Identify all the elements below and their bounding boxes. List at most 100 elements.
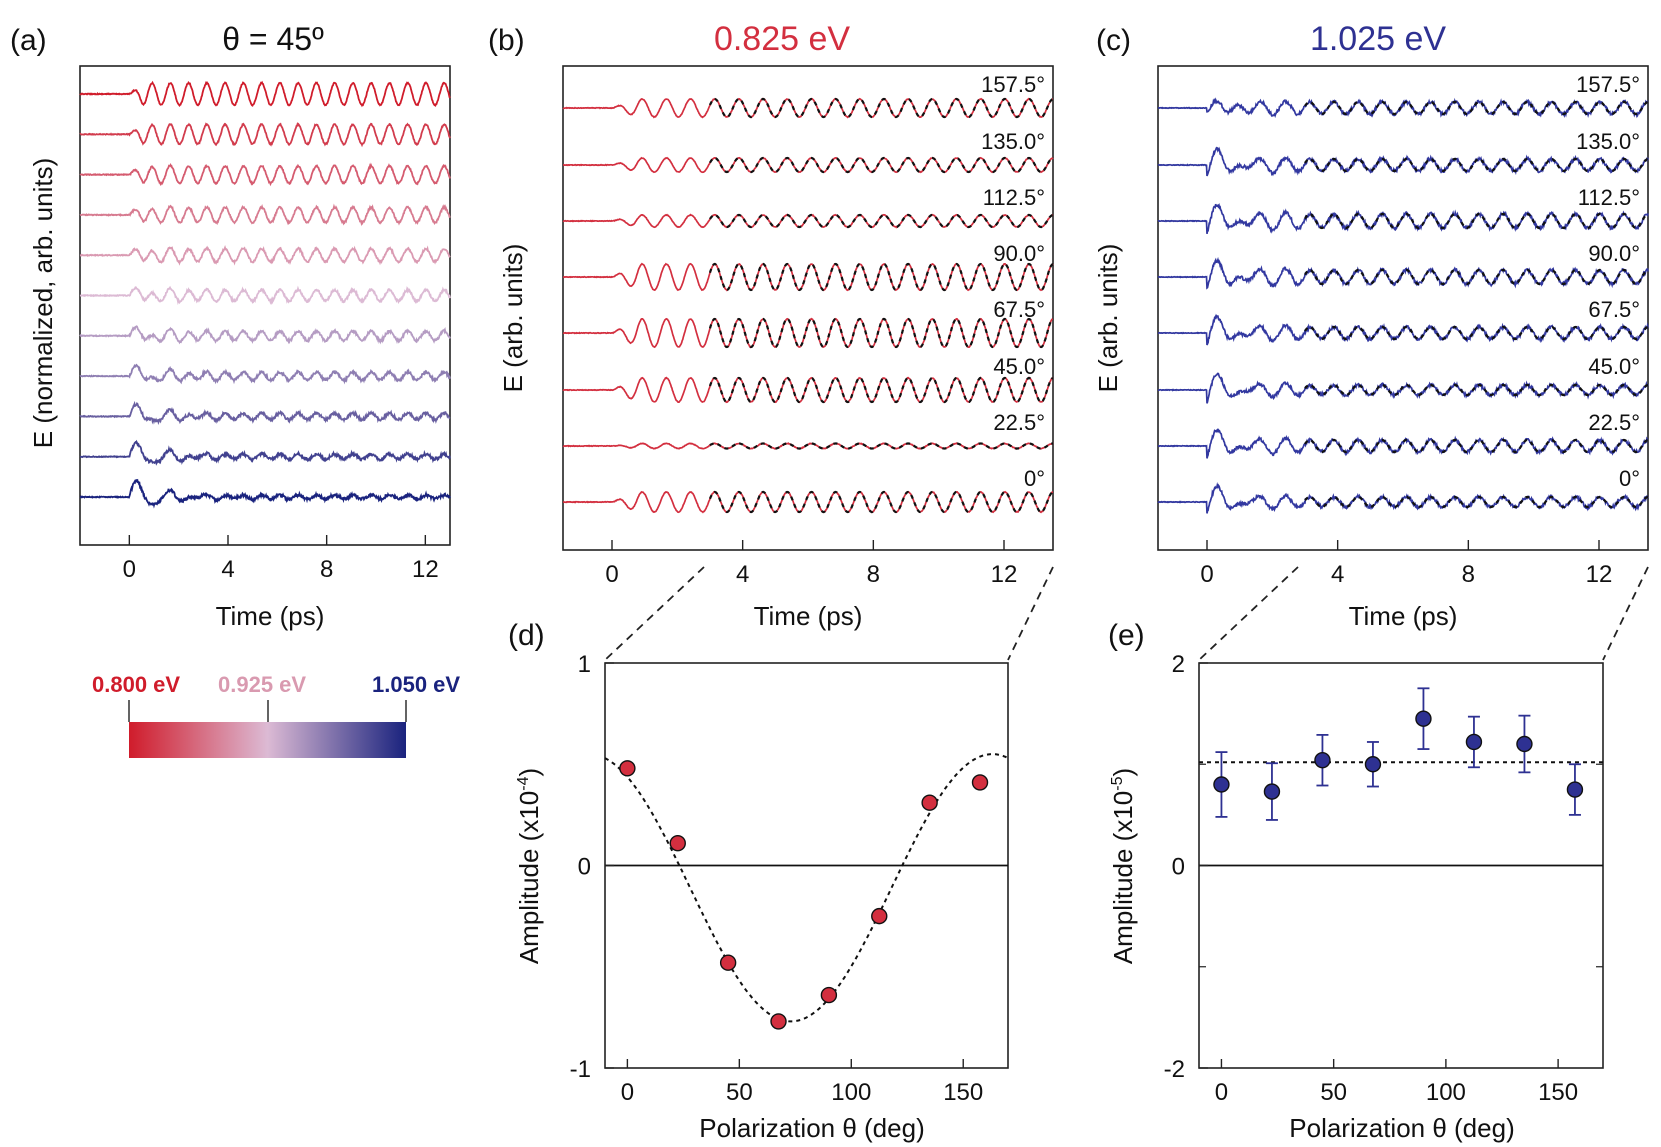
data-point bbox=[719, 954, 737, 971]
trace-22.5° bbox=[1158, 428, 1649, 459]
panel-a-xlabel: Time (ps) bbox=[216, 601, 325, 631]
fit-45.0° bbox=[708, 376, 1054, 404]
trace-label: 90.0° bbox=[993, 241, 1045, 266]
panel-d-xlabel: Polarization θ (deg) bbox=[699, 1113, 924, 1143]
x-tick-label: 4 bbox=[1331, 561, 1344, 588]
panel-e-ylabel-exp: -5 bbox=[1109, 776, 1126, 790]
panel-c-ylabel: E (arb. units) bbox=[1093, 244, 1123, 393]
zoom-line-d-left bbox=[604, 566, 705, 661]
x-tick-label: 8 bbox=[320, 556, 333, 583]
data-point bbox=[669, 835, 686, 852]
panel-d: (d) -1 0 1 0 50 100 150 Polarization θ (deg) A… bbox=[508, 619, 1009, 1143]
data-point bbox=[1213, 776, 1230, 793]
trace-label: 157.5° bbox=[981, 72, 1045, 97]
data-point bbox=[871, 907, 888, 925]
panel-c-xlabel: Time (ps) bbox=[1349, 601, 1458, 631]
fit-157.5° bbox=[708, 97, 1054, 119]
trace-157.5° bbox=[562, 97, 1053, 119]
data-point bbox=[1516, 735, 1533, 753]
x-tick-label: 50 bbox=[1320, 1079, 1347, 1106]
panel-b-ylabel: E (arb. units) bbox=[498, 244, 528, 393]
x-tick-label: 4 bbox=[221, 556, 234, 583]
trace-label: 90.0° bbox=[1588, 241, 1640, 266]
trace-1.025-eV bbox=[79, 439, 451, 466]
trace-label: 45.0° bbox=[993, 354, 1045, 379]
panel-e-plot: -2 0 2 0 50 100 150 bbox=[1164, 651, 1603, 1106]
trace-label: 0° bbox=[1024, 466, 1045, 491]
fit-157.5° bbox=[1304, 100, 1649, 116]
panel-d-label: (d) bbox=[508, 619, 545, 652]
panel-d-ylabel-close: ) bbox=[514, 768, 544, 777]
fit-22.5° bbox=[709, 442, 1053, 450]
trace-label: 112.5° bbox=[983, 185, 1045, 210]
panel-d-ylabel: Amplitude (x10-4) bbox=[514, 768, 544, 964]
y-tick-label: -1 bbox=[570, 1056, 591, 1083]
panel-e-ylabel-close: ) bbox=[1108, 768, 1138, 777]
x-tick-label: 4 bbox=[736, 561, 749, 588]
panel-e: (e) -2 0 2 0 50 100 150 Polarization θ (deg) A… bbox=[1108, 619, 1604, 1143]
fit-112.5° bbox=[709, 213, 1054, 229]
trace-label: 157.5° bbox=[1576, 72, 1640, 97]
panel-b-title: 0.825 eV bbox=[714, 20, 850, 58]
zoom-line-e-right bbox=[1602, 566, 1649, 661]
x-tick-label: 12 bbox=[991, 561, 1018, 588]
x-tick-label: 12 bbox=[1586, 561, 1613, 588]
trace-135.0° bbox=[563, 156, 1054, 174]
trace-0.975-eV bbox=[79, 363, 451, 385]
panel-b: (b) 0.825 eV 157.5° 135.0° 112.5° 90.0° 67.5… bbox=[488, 20, 1054, 631]
fit-112.5° bbox=[1304, 212, 1649, 230]
panel-e-label: (e) bbox=[1108, 619, 1145, 652]
panel-a-title: θ = 45º bbox=[222, 21, 324, 57]
trace-label: 112.5° bbox=[1578, 185, 1640, 210]
panel-e-xlabel: Polarization θ (deg) bbox=[1289, 1113, 1514, 1143]
data-point bbox=[971, 774, 989, 791]
panel-c-label: (c) bbox=[1096, 24, 1131, 57]
panel-e-ylabel-main: Amplitude (x10 bbox=[1108, 791, 1138, 964]
panel-b-traces: 157.5° 135.0° 112.5° 90.0° 67.5° 45.0° 22.5° 0° bbox=[562, 72, 1054, 514]
data-point bbox=[1465, 733, 1483, 751]
x-tick-label: 150 bbox=[1538, 1079, 1578, 1106]
data-point bbox=[1415, 710, 1432, 727]
trace-0.900-eV bbox=[79, 244, 451, 266]
fit-90.0° bbox=[708, 262, 1054, 292]
panel-c-frame bbox=[1157, 65, 1649, 551]
x-tick-label: 50 bbox=[726, 1079, 753, 1106]
x-tick-label: 8 bbox=[867, 561, 880, 588]
zoom-line-e-left bbox=[1198, 566, 1299, 661]
panel-d-ylabel-exp: -4 bbox=[515, 776, 532, 790]
data-point bbox=[820, 986, 838, 1004]
trace-label: 135.0° bbox=[1576, 129, 1640, 154]
colorbar-label-mid: 0.925 eV bbox=[218, 672, 306, 697]
x-tick-label: 150 bbox=[943, 1079, 983, 1106]
data-point bbox=[921, 794, 938, 811]
data-point bbox=[1566, 781, 1584, 798]
panel-b-xticks: 0 4 8 12 bbox=[605, 540, 1017, 588]
x-tick-label: 8 bbox=[1462, 561, 1475, 588]
panel-a-frame bbox=[79, 65, 451, 546]
data-point bbox=[1364, 756, 1382, 773]
zoom-line-d-right bbox=[1007, 566, 1054, 661]
panel-a: (a) θ = 45º 0 4 8 12 Time (ps) E (normalize… bbox=[10, 21, 460, 758]
panel-c-title: 1.025 eV bbox=[1310, 20, 1446, 58]
trace-label: 67.5° bbox=[993, 297, 1045, 322]
trace-label: 45.0° bbox=[1588, 354, 1640, 379]
panel-c: (c) 1.025 eV 157.5° 135.0° 112.5° 90.0° 67.5… bbox=[1093, 20, 1649, 631]
x-tick-label: 0 bbox=[1200, 561, 1213, 588]
x-tick-label: 0 bbox=[621, 1079, 634, 1106]
x-tick-label: 100 bbox=[1426, 1079, 1466, 1106]
trace-0.875-eV bbox=[79, 203, 451, 227]
x-tick-label: 12 bbox=[412, 556, 439, 583]
y-tick-label: 0 bbox=[578, 854, 591, 881]
x-tick-label: 0 bbox=[1215, 1079, 1228, 1106]
colorbar-label-low: 0.800 eV bbox=[92, 672, 180, 697]
trace-label: 0° bbox=[1619, 466, 1640, 491]
colorbar-label-high: 1.050 eV bbox=[372, 672, 460, 697]
panel-b-frame bbox=[562, 65, 1054, 551]
fit-0° bbox=[1304, 495, 1649, 509]
panel-e-ylabel: Amplitude (x10-5) bbox=[1108, 768, 1138, 964]
trace-label: 67.5° bbox=[1588, 297, 1640, 322]
fit-135.0° bbox=[709, 156, 1054, 174]
fit-90.0° bbox=[1304, 268, 1649, 286]
trace-112.5° bbox=[562, 213, 1054, 229]
